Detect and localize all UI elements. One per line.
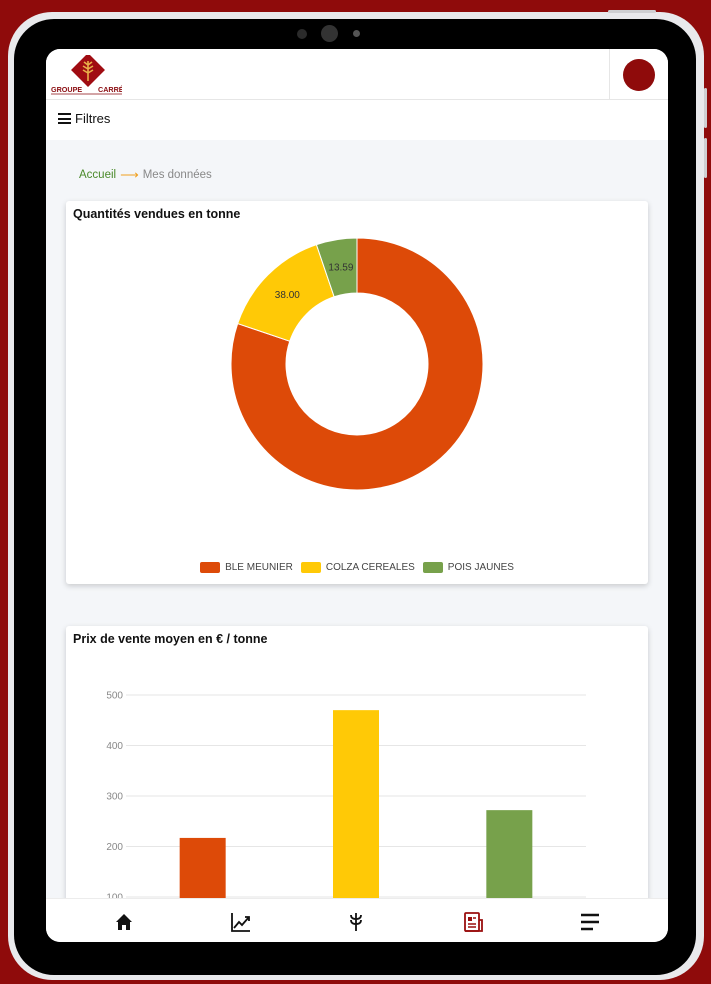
breadcrumb-current: Mes données <box>142 169 212 181</box>
volume-down-button <box>704 138 707 178</box>
legend-label-ble: BLE MEUNIER <box>225 562 293 573</box>
donut-slice-ble[interactable] <box>230 237 484 491</box>
menu-icon[interactable] <box>579 911 601 933</box>
breadcrumb: Accueil ⟶ Mes données <box>79 167 212 183</box>
prices-bar-chart: 100200300400500 <box>106 691 586 916</box>
light-sensor-icon <box>353 30 360 37</box>
legend-label-pois: POIS JAUNES <box>447 562 514 573</box>
quantities-card: Quantités vendues en tonne 209.00 38.00 13… <box>66 201 648 584</box>
hamburger-icon <box>58 113 71 124</box>
report-icon[interactable] <box>462 911 484 933</box>
filters-button[interactable]: Filtres <box>58 111 110 126</box>
prices-card: Prix de vente moyen en € / tonne 1002003… <box>66 626 648 916</box>
chart-icon[interactable] <box>230 911 252 933</box>
donut-label-colza: 38.00 <box>275 290 300 301</box>
quantities-donut-chart: 209.00 38.00 13.59 <box>230 237 484 491</box>
quantities-chart-title: Quantités vendues en tonne <box>73 207 241 221</box>
legend-swatch-ble <box>200 562 221 573</box>
bar-colza[interactable] <box>333 710 379 916</box>
y-tick-label: 200 <box>106 842 123 853</box>
breadcrumb-home-link[interactable]: Accueil <box>79 169 117 181</box>
filter-bar: Filtres <box>46 100 668 140</box>
donut-label-ble: 209.00 <box>441 476 472 487</box>
avatar[interactable] <box>623 59 655 91</box>
legend-item-ble[interactable]: BLE MEUNIER <box>200 562 293 573</box>
filters-label: Filtres <box>75 111 111 126</box>
y-tick-label: 300 <box>106 792 123 803</box>
app-screen: GROUPE CARRÉ Filtres Accueil ⟶ Mes donné… <box>46 49 668 942</box>
camera-icon <box>321 25 338 42</box>
donut-label-pois: 13.59 <box>328 262 353 273</box>
user-menu[interactable] <box>609 49 668 99</box>
legend-swatch-colza <box>300 562 321 573</box>
legend-item-colza[interactable]: COLZA CEREALES <box>300 562 415 573</box>
logo-text-carre: CARRÉ <box>98 85 122 94</box>
groupe-carre-logo[interactable]: GROUPE CARRÉ <box>50 55 122 95</box>
logo-text-groupe: GROUPE <box>51 85 82 94</box>
legend-swatch-pois <box>422 562 443 573</box>
legend-item-pois[interactable]: POIS JAUNES <box>422 562 514 573</box>
y-tick-label: 500 <box>106 691 123 702</box>
home-icon[interactable] <box>113 911 135 933</box>
power-button <box>608 10 656 13</box>
donut-slice-pois[interactable] <box>315 237 358 298</box>
quantities-legend: BLE MEUNIER COLZA CEREALES POIS JAUNES <box>66 562 648 573</box>
legend-label-colza: COLZA CEREALES <box>325 562 415 573</box>
wheat-icon[interactable] <box>345 911 367 933</box>
y-tick-label: 400 <box>106 741 123 752</box>
sensor-icon <box>297 29 307 39</box>
volume-up-button <box>704 88 707 128</box>
bottom-navigation <box>46 898 668 942</box>
arrow-right-icon: ⟶ <box>120 167 139 182</box>
top-bar: GROUPE CARRÉ <box>46 49 668 100</box>
prices-chart-title: Prix de vente moyen en € / tonne <box>73 632 268 646</box>
